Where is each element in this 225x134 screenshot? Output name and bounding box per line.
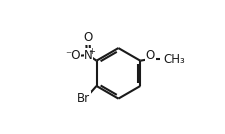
Text: O: O: [145, 49, 154, 62]
Text: O: O: [83, 31, 92, 44]
Text: Br: Br: [76, 92, 90, 105]
Text: CH₃: CH₃: [163, 53, 184, 66]
Text: ⁻O: ⁻O: [65, 49, 80, 62]
Text: N: N: [84, 49, 92, 62]
Text: +: +: [88, 47, 95, 56]
